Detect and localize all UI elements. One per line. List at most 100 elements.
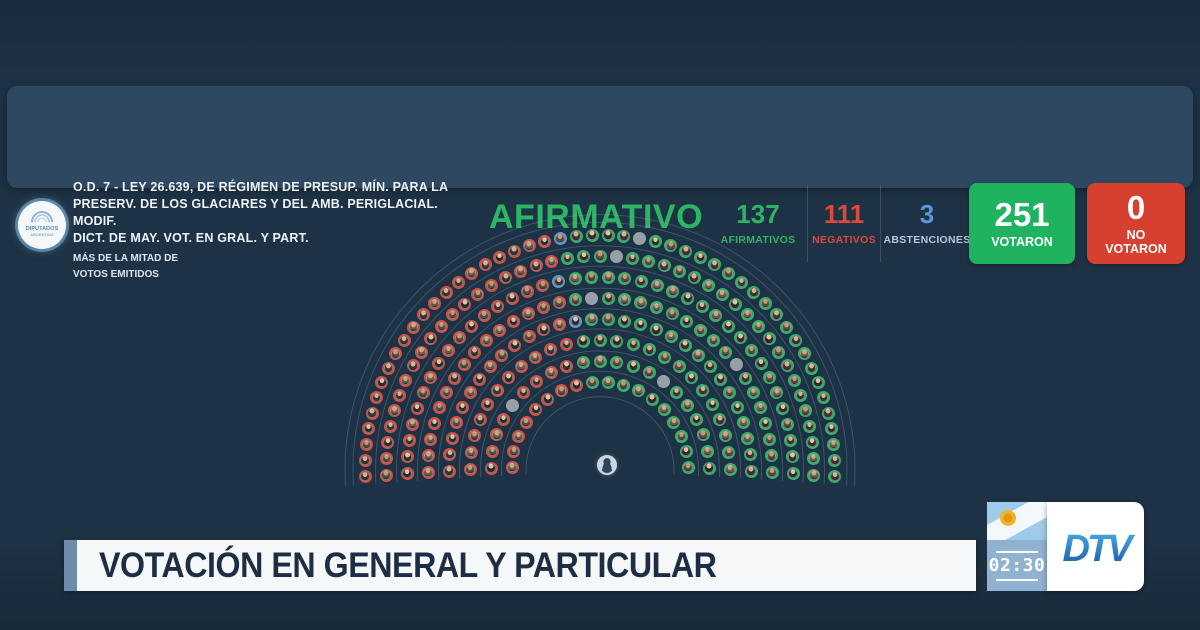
seat-negativos	[432, 357, 446, 371]
seat-negativos	[365, 406, 379, 420]
seat-afirmativos	[702, 461, 716, 475]
seat-negativos	[422, 449, 436, 463]
seat-negativos	[400, 450, 414, 464]
seat-afirmativos	[664, 330, 678, 344]
seat-negativos	[497, 412, 510, 426]
seat-negativos	[457, 358, 471, 372]
seat-afirmativos	[744, 464, 758, 478]
seat-afirmativos	[650, 301, 664, 315]
seat-ausentes	[585, 291, 599, 305]
seat-negativos	[472, 372, 486, 386]
seat-negativos	[381, 361, 395, 375]
seat-negativos	[424, 432, 438, 446]
seat-afirmativos	[593, 354, 607, 368]
seat-afirmativos	[658, 350, 672, 364]
seat-afirmativos	[593, 249, 607, 263]
seat-afirmativos	[610, 355, 624, 369]
seat-afirmativos	[649, 323, 663, 337]
seat-negativos	[400, 467, 414, 480]
order-of-day-text: O.D. 7 - LEY 26.639, DE RÉGIMEN DE PRESU…	[73, 179, 483, 281]
seat-afirmativos	[828, 469, 842, 483]
seat-negativos	[421, 465, 435, 479]
seat-afirmativos	[787, 373, 801, 387]
seat-afirmativos	[714, 372, 728, 386]
seat-afirmativos	[568, 293, 582, 307]
seat-afirmativos	[752, 319, 766, 333]
seat-negativos	[450, 416, 464, 429]
seat-ausentes	[729, 358, 743, 372]
voted-total-box: 251 VOTARON	[969, 183, 1075, 264]
seat-afirmativos	[821, 406, 835, 420]
seat-negativos	[443, 448, 457, 462]
seat-afirmativos	[681, 460, 695, 474]
seat-negativos	[359, 438, 373, 451]
seat-afirmativos	[665, 307, 679, 321]
seat-afirmativos	[722, 319, 736, 333]
seat-afirmativos	[744, 343, 758, 357]
seat-negativos	[478, 258, 492, 272]
seat-negativos	[520, 284, 534, 298]
seat-afirmativos	[601, 228, 615, 242]
abstenciones-label: ABSTENCIONES	[883, 234, 971, 246]
not-voted-label: NO VOTARON	[1105, 227, 1167, 256]
voted-total-value: 251	[994, 195, 1050, 233]
seat-negativos	[463, 386, 477, 400]
majority-note-line-1: MÁS DE LA MITAD DE	[73, 253, 178, 264]
seat-negativos	[448, 371, 461, 385]
seat-negativos	[501, 371, 515, 385]
lower-third-accent-strip	[64, 540, 77, 591]
stat-afirmativos: 137 AFIRMATIVOS	[709, 185, 807, 262]
seat-afirmativos	[827, 438, 841, 451]
seat-afirmativos	[803, 420, 816, 433]
seat-negativos	[358, 453, 372, 467]
seat-afirmativos	[664, 239, 678, 253]
seat-afirmativos	[708, 258, 722, 272]
seat-afirmativos	[568, 272, 582, 286]
seat-negativos	[529, 259, 543, 273]
seat-afirmativos	[705, 398, 719, 412]
lower-third-banner: VOTACIÓN EN GENERAL Y PARTICULAR	[64, 540, 976, 591]
seat-negativos	[477, 309, 491, 323]
seat-afirmativos	[706, 334, 720, 348]
seat-negativos	[379, 452, 393, 466]
seat-afirmativos	[679, 445, 693, 459]
seat-negativos	[439, 285, 453, 299]
seat-afirmativos	[770, 308, 783, 322]
seat-afirmativos	[577, 250, 591, 264]
seat-afirmativos	[617, 229, 631, 243]
seat-afirmativos	[627, 337, 641, 351]
seat-afirmativos	[799, 404, 813, 418]
seat-negativos	[552, 296, 566, 310]
seat-negativos	[530, 374, 543, 388]
afirmativos-label: AFIRMATIVOS	[720, 234, 796, 246]
seat-afirmativos	[765, 465, 779, 479]
seat-afirmativos	[634, 274, 648, 288]
president-seat	[597, 455, 617, 475]
seat-negativos	[416, 386, 430, 400]
seat-afirmativos	[722, 446, 736, 459]
seat-afirmativos	[672, 360, 686, 374]
seat-negativos	[506, 314, 520, 328]
seat-afirmativos	[641, 255, 655, 268]
seat-afirmativos	[674, 429, 688, 443]
seat-negativos	[522, 330, 536, 344]
stat-abstenciones: 3 ABSTENCIONES	[880, 185, 974, 262]
seat-afirmativos	[601, 312, 615, 326]
seat-negativos	[410, 401, 424, 415]
seat-negativos	[483, 360, 497, 373]
diputados-argentina-logo: DIPUTADOS ARGENTINA	[18, 201, 66, 249]
seat-afirmativos	[601, 270, 615, 284]
seat-afirmativos	[626, 359, 640, 373]
timer-rule-top	[996, 550, 1038, 553]
seat-negativos	[362, 422, 376, 436]
seat-negativos	[417, 308, 430, 322]
seat-negativos	[406, 320, 420, 334]
seat-negativos	[452, 275, 465, 289]
seat-negativos	[544, 366, 558, 380]
seat-afirmativos	[645, 392, 659, 406]
seat-afirmativos	[561, 252, 575, 265]
seat-afirmativos	[736, 416, 750, 429]
seat-negativos	[507, 244, 521, 258]
seat-afirmativos	[694, 323, 707, 337]
